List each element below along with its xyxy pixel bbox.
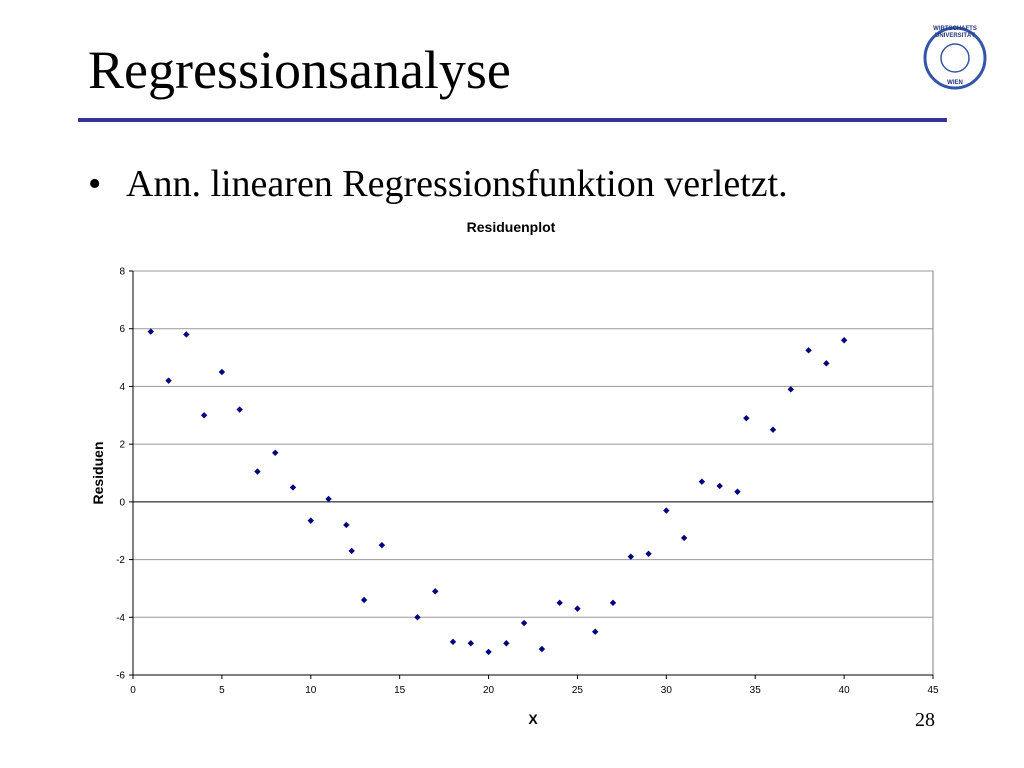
data-point <box>503 640 510 647</box>
x-tick-label: 45 <box>927 685 939 696</box>
logo-text: UNIVERSITÄT <box>935 32 975 39</box>
y-tick-label: 6 <box>119 324 125 335</box>
x-tick-label: 10 <box>305 685 317 696</box>
data-point <box>574 605 581 612</box>
x-tick-label: 40 <box>839 685 851 696</box>
data-point <box>769 426 777 433</box>
slide-title: Regressionsanalyse <box>88 40 511 100</box>
data-point <box>467 640 474 647</box>
logo: WIRTSCHAFTS UNIVERSITÄT WIEN <box>923 26 987 90</box>
chart-title: Residuenplot <box>467 219 556 235</box>
x-tick-label: 25 <box>572 685 584 696</box>
data-point <box>698 478 706 485</box>
data-point <box>743 414 750 422</box>
data-point <box>805 347 812 354</box>
data-point <box>348 547 355 555</box>
y-tick-label: -6 <box>116 671 125 682</box>
data-point <box>236 406 243 413</box>
data-point <box>627 553 634 560</box>
data-point <box>378 541 386 549</box>
y-tick-label: -4 <box>116 613 125 624</box>
plot-area <box>132 270 934 676</box>
data-point <box>592 628 599 635</box>
y-tick-label: 8 <box>119 267 125 278</box>
data-point <box>556 599 563 607</box>
data-point <box>325 495 332 503</box>
page-number: 28 <box>915 709 935 731</box>
data-point <box>538 645 546 653</box>
data-point <box>520 619 528 627</box>
x-axis-label: X <box>528 711 538 727</box>
data-point <box>165 377 172 384</box>
x-tick-label: 30 <box>661 685 673 696</box>
y-tick-label: 0 <box>119 497 125 508</box>
data-point <box>289 484 297 491</box>
data-point <box>254 468 261 475</box>
data-point <box>360 596 368 604</box>
data-point <box>449 638 457 646</box>
data-point <box>272 449 279 456</box>
y-tick-label: 2 <box>119 440 125 451</box>
logo-text: WIEN <box>947 80 963 86</box>
data-point <box>414 614 421 621</box>
title-rule <box>78 118 947 122</box>
y-tick-label: 4 <box>119 382 125 393</box>
data-point <box>432 588 439 595</box>
bullet-mark: • <box>88 163 101 205</box>
y-axis-label: Residuen <box>90 441 106 504</box>
x-tick-label: 35 <box>750 685 762 696</box>
bullet-text: Ann. linearen Regressionsfunktion verlet… <box>126 163 788 205</box>
data-point <box>787 386 794 393</box>
x-tick-label: 20 <box>483 685 495 696</box>
data-point <box>680 534 688 542</box>
data-point <box>183 331 190 338</box>
data-point <box>823 360 830 367</box>
data-point <box>663 507 670 514</box>
data-point <box>343 521 350 529</box>
logo-text: WIRTSCHAFTS <box>933 26 977 32</box>
data-point <box>147 328 154 335</box>
x-tick-label: 15 <box>394 685 406 696</box>
x-tick-label: 0 <box>130 685 136 696</box>
data-point <box>200 412 208 419</box>
data-point <box>734 488 741 495</box>
data-point <box>218 368 226 376</box>
logo-globe <box>940 43 970 73</box>
x-tick-label: 5 <box>219 685 225 696</box>
data-point <box>716 482 723 490</box>
data-point <box>485 648 492 656</box>
data-point <box>645 550 652 557</box>
data-point <box>609 599 617 607</box>
data-point <box>307 517 314 524</box>
data-point <box>840 337 848 344</box>
logo-ring <box>923 26 987 90</box>
y-tick-label: -2 <box>116 555 125 566</box>
